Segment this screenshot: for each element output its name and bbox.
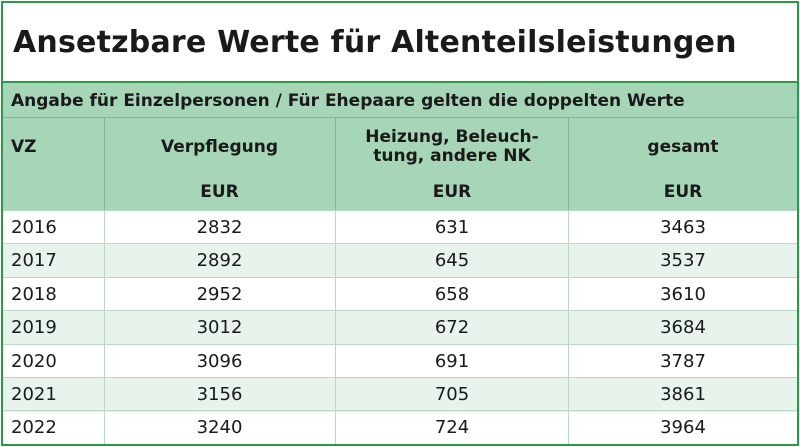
cell-vz: 2022 — [11, 417, 57, 439]
cell-verpflegung: 3240 — [196, 417, 243, 439]
table-subtitle: Angabe für Einzelpersonen / Für Ehepaare… — [11, 91, 685, 111]
table-row: 2018 2952 658 3610 — [3, 276, 797, 312]
page-title: Ansetzbare Werte für Altenteilsleistunge… — [13, 25, 737, 60]
column-separator — [104, 210, 105, 444]
title-divider — [3, 81, 797, 83]
cell-heizung: 691 — [434, 350, 470, 372]
cell-verpflegung: 3096 — [196, 350, 243, 372]
unit-label-verpflegung: EUR — [200, 182, 239, 202]
cell-heizung: 672 — [434, 317, 470, 339]
table-row: 2019 3012 672 3684 — [3, 310, 797, 346]
cell-vz: 2016 — [11, 217, 57, 238]
column-header-heizung: Heizung, Beleuch- tung, andere NK — [336, 128, 568, 166]
table-row: 2016 2832 631 3463 — [3, 210, 797, 245]
cell-verpflegung: 3156 — [196, 384, 243, 405]
table-row: 2020 3096 691 3787 — [3, 343, 797, 379]
unit-label-heizung: EUR — [432, 182, 472, 202]
column-header-vz: VZ — [11, 137, 37, 157]
column-header-gesamt: gesamt — [647, 137, 719, 157]
title-bar: Ansetzbare Werte für Altenteilsleistunge… — [3, 3, 797, 81]
cell-heizung: 705 — [434, 384, 470, 405]
cell-heizung: 724 — [434, 417, 470, 439]
column-header-verpflegung: Verpflegung — [161, 137, 278, 157]
cell-vz: 2017 — [11, 250, 57, 272]
cell-heizung: 658 — [434, 283, 470, 305]
unit-label-gesamt: EUR — [663, 182, 703, 202]
cell-gesamt: 3861 — [660, 384, 706, 405]
cell-vz: 2021 — [11, 384, 57, 405]
cell-verpflegung: 2952 — [196, 283, 243, 305]
cell-heizung: 631 — [434, 217, 470, 238]
cell-gesamt: 3684 — [660, 317, 706, 339]
cell-gesamt: 3964 — [660, 417, 706, 439]
table-row: 2021 3156 705 3861 — [3, 377, 797, 412]
cell-heizung: 645 — [434, 250, 470, 272]
table-row: 2022 3240 724 3964 — [3, 410, 797, 445]
column-separator — [335, 210, 336, 444]
cell-gesamt: 3463 — [660, 217, 706, 238]
table-row: 2017 2892 645 3537 — [3, 243, 797, 279]
cell-gesamt: 3610 — [660, 283, 706, 305]
cell-verpflegung: 2832 — [196, 217, 243, 238]
header-column-separator — [104, 118, 105, 210]
cell-verpflegung: 2892 — [196, 250, 243, 272]
column-header-heizung-line2: tung, andere NK — [373, 146, 531, 166]
cell-verpflegung: 3012 — [196, 317, 243, 339]
header-divider — [3, 117, 797, 118]
header-column-separator — [568, 118, 569, 210]
column-separator — [568, 210, 569, 444]
header-column-separator — [335, 118, 336, 210]
cell-vz: 2019 — [11, 317, 57, 339]
cell-vz: 2018 — [11, 283, 57, 305]
column-header-heizung-line1: Heizung, Beleuch- — [365, 127, 539, 147]
cell-gesamt: 3537 — [660, 250, 706, 272]
cell-gesamt: 3787 — [660, 350, 706, 372]
table-header: Angabe für Einzelpersonen / Für Ehepaare… — [3, 83, 797, 210]
cell-vz: 2020 — [11, 350, 57, 372]
